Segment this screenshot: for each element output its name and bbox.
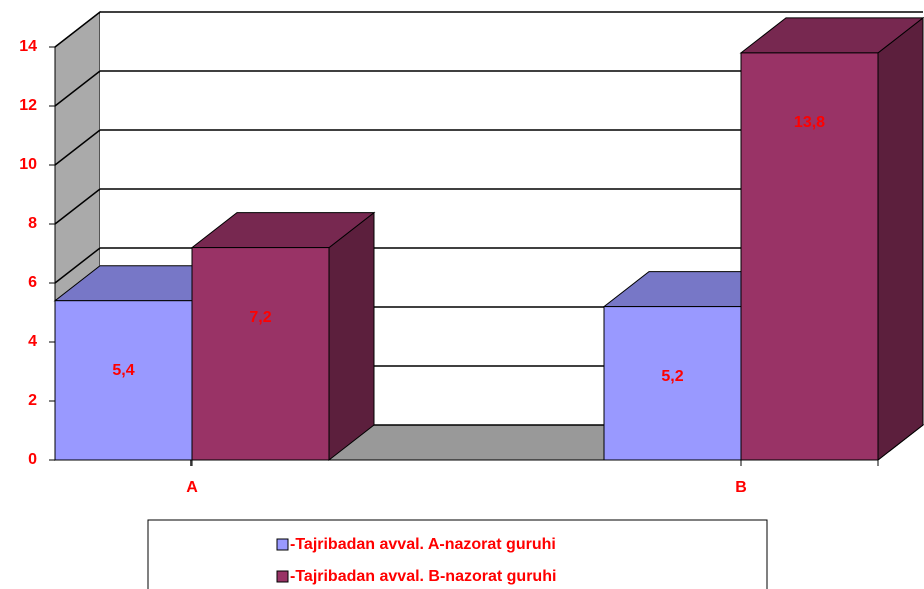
bar xyxy=(191,247,330,461)
y-tick-label: 14 xyxy=(19,38,37,55)
legend-box xyxy=(147,519,768,589)
y-tick-label: 2 xyxy=(28,392,37,409)
value-label: 13,8 xyxy=(794,114,825,131)
bar xyxy=(603,306,742,461)
grid-line xyxy=(54,129,923,166)
legend-swatch xyxy=(276,570,289,583)
y-tick-label: 6 xyxy=(28,274,37,291)
legend-swatch xyxy=(276,538,289,551)
y-tick-label: 10 xyxy=(19,156,37,173)
bar-side xyxy=(877,16,924,462)
y-tick-label: 12 xyxy=(19,97,37,114)
x-tick-label: A xyxy=(186,479,198,496)
legend-label: -Tajribadan avval. B-nazorat guruhi xyxy=(290,568,556,585)
x-tick-label: B xyxy=(735,479,747,496)
bar-side xyxy=(328,211,375,462)
value-label: 5,2 xyxy=(661,368,683,385)
legend-label: -Tajribadan avval. A-nazorat guruhi xyxy=(290,536,556,553)
y-tick-label: 0 xyxy=(28,451,37,468)
value-label: 7,2 xyxy=(249,309,271,326)
grid-line xyxy=(54,247,923,284)
grid-line xyxy=(54,70,923,107)
grid-line xyxy=(54,188,923,225)
grid-line xyxy=(54,11,923,48)
bar xyxy=(54,300,193,461)
y-tick-label: 8 xyxy=(28,215,37,232)
legend: -Tajribadan avval. A-nazorat guruhi -Tajr… xyxy=(147,519,768,589)
bar xyxy=(740,52,879,461)
y-tick-label: 4 xyxy=(28,333,37,350)
value-label: 5,4 xyxy=(112,362,134,379)
